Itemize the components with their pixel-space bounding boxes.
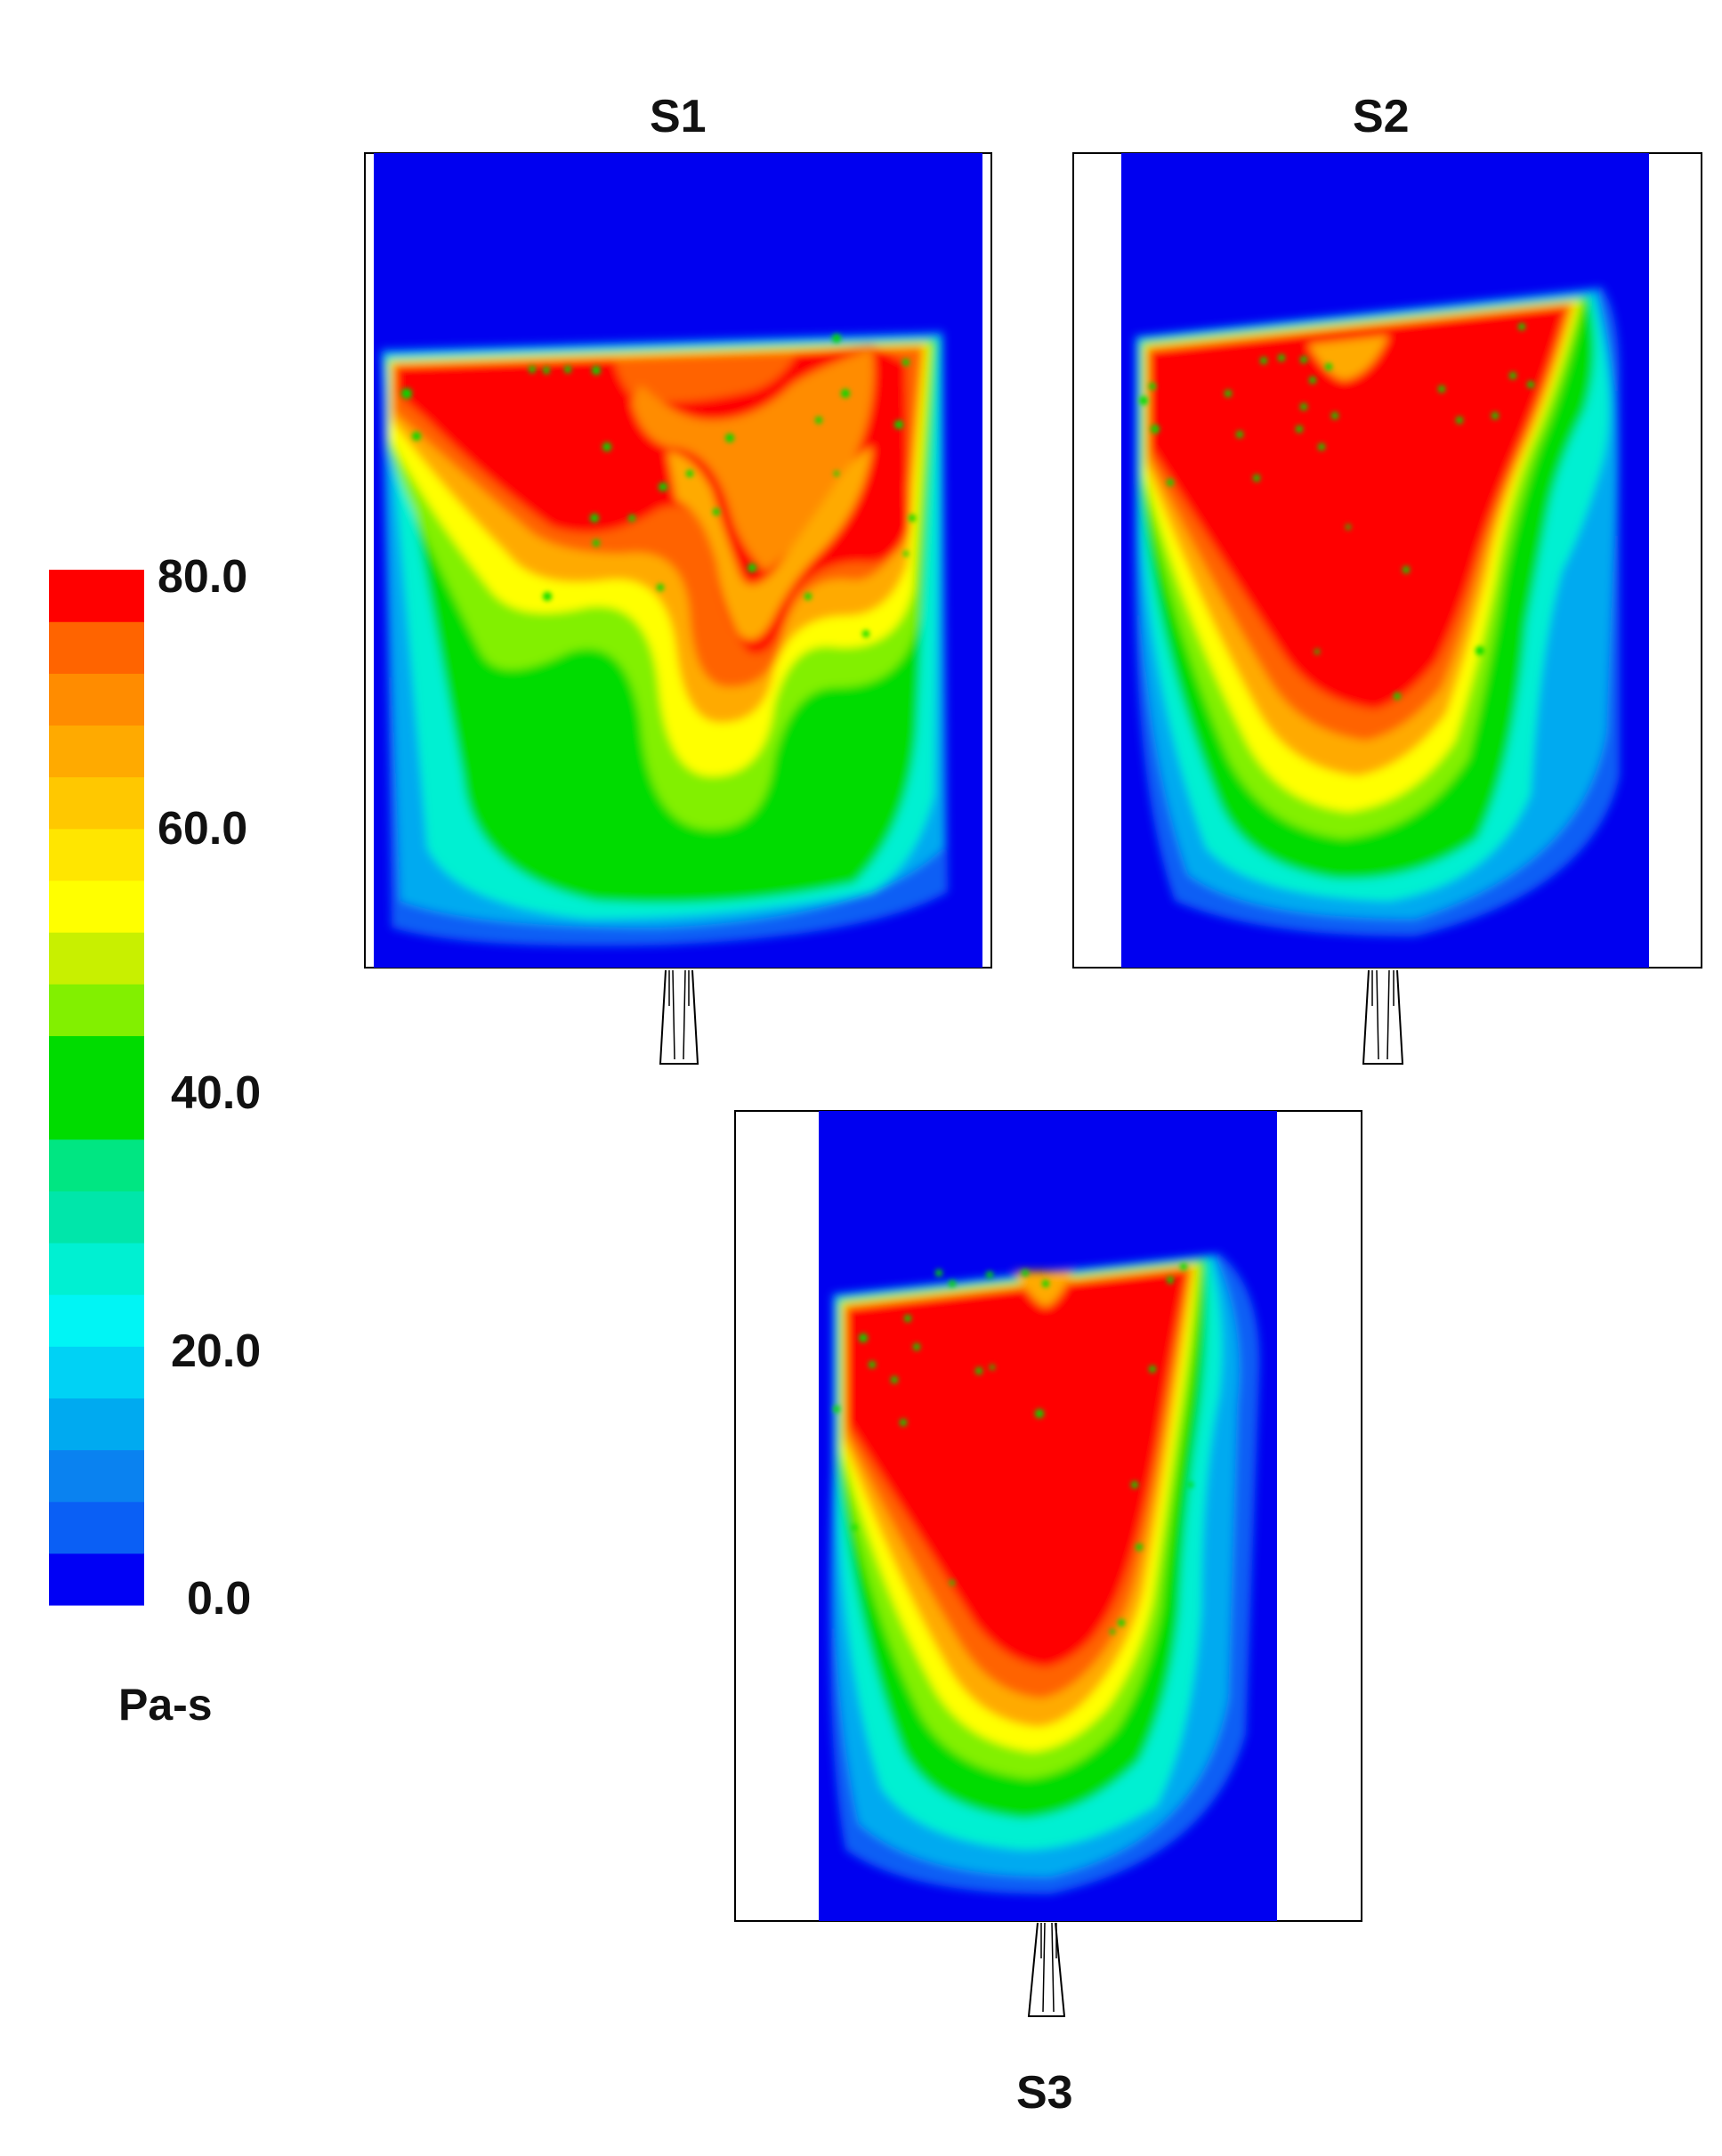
colorbar-band-12 [49,932,144,985]
panel-s3-label: S3 [1016,2067,1073,2119]
panel-s3-contour [819,1111,1277,1921]
colorbar-tick-60: 60.0 [158,803,247,855]
colorbar-band-2 [49,1449,144,1503]
colorbar-band-9 [49,1087,144,1140]
panel-s1-nozzle [659,969,699,1065]
colorbar-band-18 [49,621,144,674]
colorbar-band-17 [49,673,144,726]
panel-s1: S1 [364,91,992,1065]
panel-s1-label: S1 [650,91,707,142]
panel-s3-nozzle [1027,1922,1066,2017]
colorbar-tick-40: 40.0 [171,1067,261,1119]
panel-s2-nozzle [1362,969,1404,1065]
panel-s1-contour [374,153,982,968]
colorbar-band-19 [49,570,144,622]
colorbar-band-16 [49,725,144,778]
colorbar-band-4 [49,1346,144,1398]
colorbar-bands [49,570,144,1606]
colorbar-band-1 [49,1501,144,1554]
colorbar-band-7 [49,1190,144,1244]
colorbar-band-8 [49,1139,144,1192]
colorbar-tick-20: 20.0 [171,1325,261,1377]
colorbar-band-6 [49,1242,144,1295]
colorbar-band-11 [49,984,144,1036]
colorbar-tick-0: 0.0 [187,1573,251,1625]
panel-s2-label: S2 [1353,91,1410,142]
panel-s3: S3 [734,1110,1362,2119]
colorbar-band-15 [49,776,144,830]
colorbar-band-0 [49,1552,144,1606]
colorbar-unit-label: Pa-s [118,1680,213,1730]
colorbar-band-14 [49,828,144,881]
colorbar-band-10 [49,1035,144,1089]
colorbar-band-13 [49,879,144,933]
colorbar-band-3 [49,1398,144,1451]
panel-s2-contour [1121,153,1649,968]
colorbar: 80.0 60.0 40.0 20.0 0.0 Pa-s [49,551,261,1730]
panel-s2: S2 [1072,91,1702,1065]
colorbar-tick-80: 80.0 [158,551,247,603]
colorbar-band-5 [49,1294,144,1347]
